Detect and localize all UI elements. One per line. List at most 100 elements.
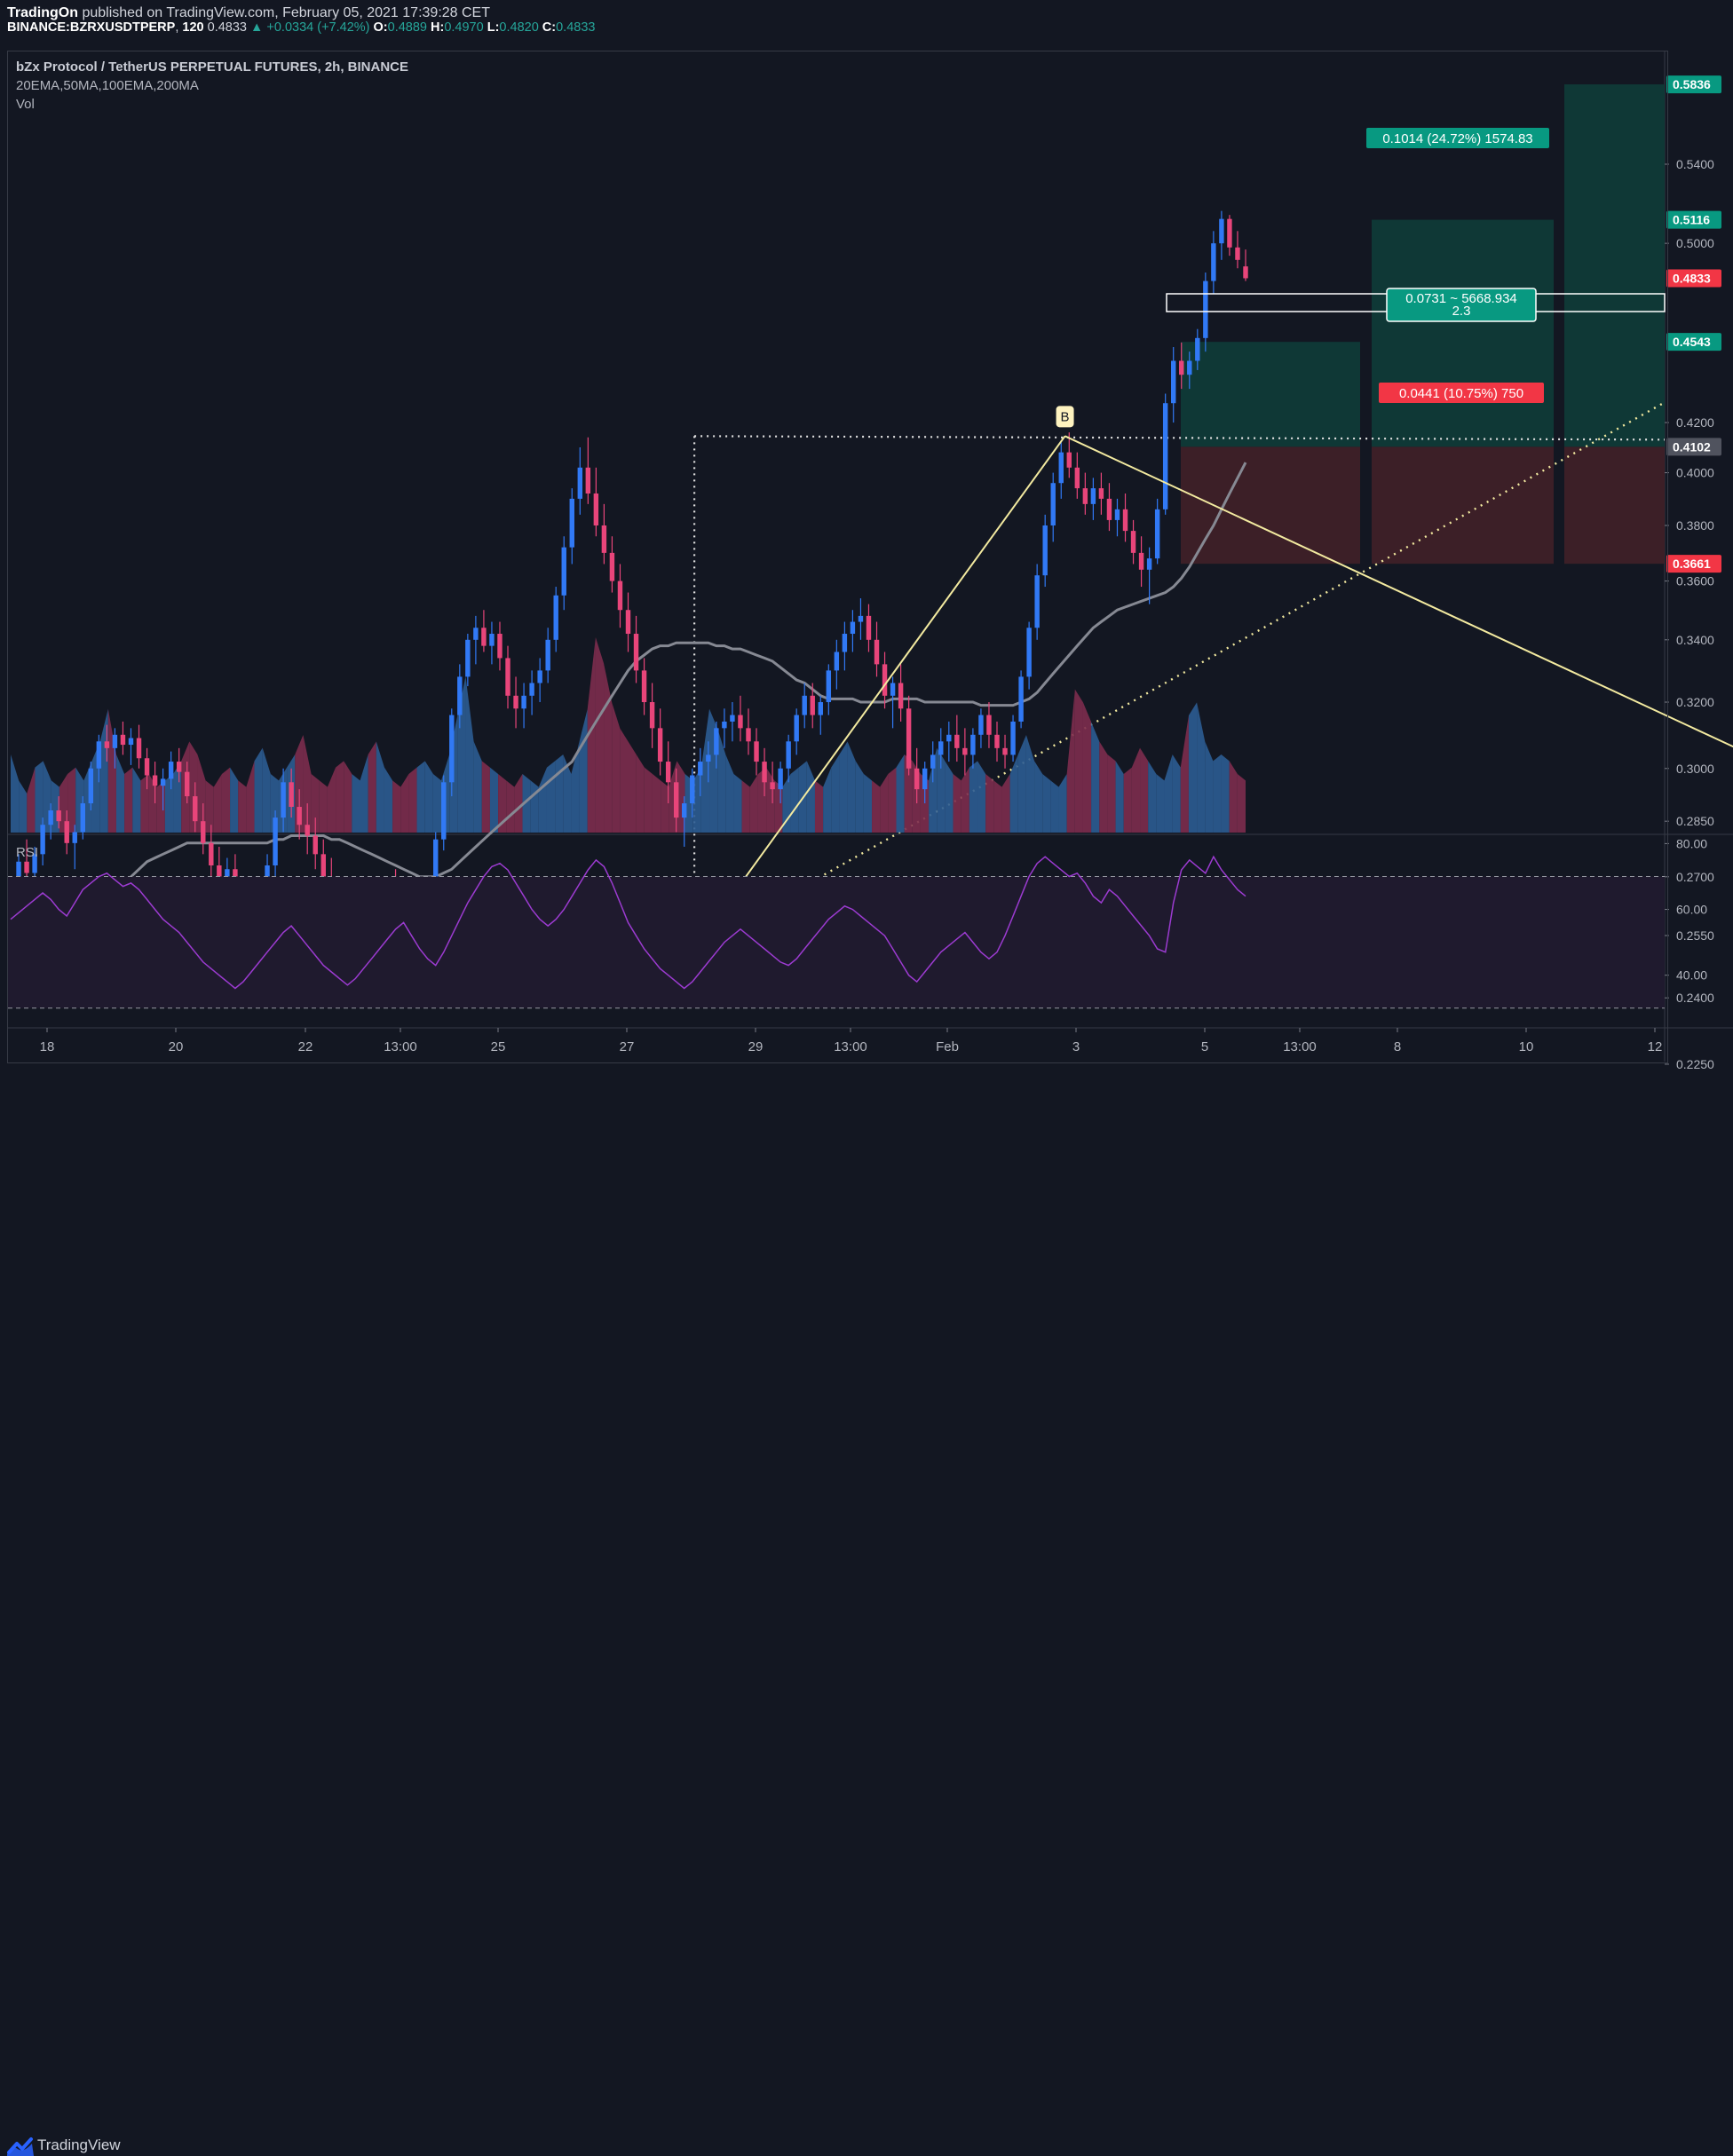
candle-body — [80, 803, 86, 833]
candle — [1138, 536, 1144, 588]
stop-label: 0.0441 (10.75%) 750 — [1399, 386, 1523, 401]
candle — [497, 621, 502, 671]
time-tick-label: 13:00 — [384, 1039, 417, 1054]
candle-body — [537, 670, 542, 683]
volume-segment — [432, 774, 442, 833]
candle-body — [882, 664, 888, 696]
candle-body — [858, 615, 864, 622]
volume-segment — [262, 747, 271, 833]
candle — [489, 621, 495, 665]
low-label: L: — [487, 20, 500, 35]
candle-body — [1082, 488, 1088, 504]
candle — [449, 708, 455, 797]
volume-segment — [1017, 735, 1026, 833]
candle — [1211, 231, 1216, 295]
target-label: 0.1014 (24.72%) 1574.83 — [1382, 131, 1532, 146]
pattern-leg — [693, 435, 1066, 949]
candle-body — [265, 865, 270, 885]
candle — [1187, 351, 1192, 390]
tradingview-brand[interactable]: TradingView — [37, 2136, 121, 2153]
candle-body — [1187, 360, 1192, 375]
candle-body — [698, 762, 703, 776]
candle — [569, 488, 574, 565]
price-tick-label: 0.4200 — [1676, 415, 1714, 430]
candle-body — [906, 708, 912, 769]
candle — [906, 695, 912, 776]
risk-reward-box — [1386, 288, 1537, 322]
candle — [890, 676, 896, 729]
candle-body — [866, 615, 872, 640]
volume-segment — [839, 741, 848, 833]
volume-segment — [1140, 747, 1149, 833]
candle-body — [152, 775, 158, 786]
volume-segment — [473, 741, 482, 833]
volume-segment — [19, 780, 28, 833]
candle-body — [553, 595, 558, 640]
candle-body — [714, 728, 719, 755]
volume-segment — [27, 767, 36, 833]
candle — [104, 724, 110, 762]
candle — [1179, 342, 1184, 390]
candle — [1010, 715, 1016, 762]
candle-body — [465, 639, 471, 677]
candle — [313, 817, 318, 870]
volume-segment — [392, 780, 401, 833]
candle-body — [762, 762, 767, 783]
candle-body — [770, 782, 775, 790]
candle-body — [601, 525, 607, 553]
candle — [1058, 442, 1064, 499]
volume-segment — [985, 774, 994, 833]
candle — [40, 817, 45, 866]
volume-segment — [1009, 754, 1018, 833]
candle — [874, 621, 880, 677]
volume-segment — [99, 708, 108, 833]
volume-segment — [937, 747, 946, 833]
candle-body — [690, 775, 695, 804]
candle — [48, 803, 53, 840]
candle — [441, 775, 447, 851]
candle-body — [505, 658, 510, 696]
tradingview-logo-icon[interactable] — [7, 2136, 34, 2156]
price-tick-label: 0.3400 — [1676, 633, 1714, 647]
candle-body — [922, 768, 928, 790]
time-tick-label: 3 — [1072, 1039, 1080, 1054]
candle — [842, 621, 848, 671]
volume-segment — [953, 774, 961, 833]
candle — [457, 664, 463, 729]
volume-segment — [1197, 702, 1206, 833]
candle-body — [946, 734, 952, 742]
candle-body — [297, 807, 302, 825]
candle-body — [738, 715, 743, 729]
stop-zone — [1181, 446, 1360, 565]
candle-body — [898, 683, 904, 709]
candle-body — [970, 734, 976, 755]
candle-body — [625, 610, 631, 635]
candle — [802, 683, 807, 729]
candle-body — [1010, 721, 1016, 755]
volume-legend[interactable]: Vol — [16, 97, 35, 112]
candle-body — [649, 702, 655, 729]
candle-body — [513, 695, 518, 709]
rsi-legend[interactable]: RSI — [16, 845, 39, 860]
candle-body — [1066, 452, 1072, 468]
candle — [673, 768, 679, 833]
volume-segment — [221, 767, 231, 833]
price-label-box — [1666, 210, 1721, 229]
volume-segment — [1058, 774, 1067, 833]
volume-segment — [620, 728, 629, 833]
author-name[interactable]: TradingOn — [7, 5, 78, 20]
resistance-line — [694, 435, 1666, 441]
candle-body — [176, 762, 182, 772]
price-chart[interactable]: ABCD0.1014 (24.72%) 1574.830.0731 ~ 5668… — [0, 0, 1733, 1102]
time-tick-label: 29 — [748, 1039, 764, 1054]
volume-segment — [1074, 689, 1083, 833]
candle-body — [746, 728, 751, 742]
candle-body — [569, 498, 574, 548]
indicator-legend[interactable]: 20EMA,50MA,100EMA,200MA — [16, 78, 199, 93]
time-tick-label: 5 — [1201, 1039, 1208, 1054]
candle-body — [778, 768, 783, 790]
price-tick-label: 0.5400 — [1676, 157, 1714, 171]
candle-body — [457, 676, 463, 715]
volume-segment — [11, 754, 20, 833]
position-labels: 0.1014 (24.72%) 1574.83 0.0731 ~ 5668.934… — [1166, 128, 1666, 403]
